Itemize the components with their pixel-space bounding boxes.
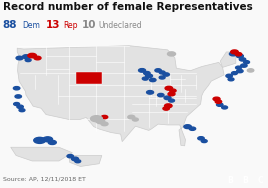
- Circle shape: [75, 160, 81, 163]
- Circle shape: [146, 74, 152, 78]
- Text: 13: 13: [46, 20, 61, 30]
- Circle shape: [163, 73, 169, 76]
- Text: B: B: [242, 176, 248, 184]
- Text: 10: 10: [81, 20, 96, 30]
- Text: Dem: Dem: [22, 21, 40, 30]
- Circle shape: [23, 55, 30, 59]
- Text: Record number of female Representatives: Record number of female Representatives: [3, 2, 252, 12]
- Text: 88: 88: [3, 20, 17, 30]
- Circle shape: [34, 137, 46, 143]
- Text: Undeclared: Undeclared: [99, 21, 142, 30]
- Circle shape: [165, 104, 172, 108]
- Circle shape: [201, 139, 207, 143]
- Circle shape: [244, 61, 250, 64]
- Circle shape: [164, 96, 171, 100]
- Circle shape: [16, 56, 23, 60]
- Circle shape: [34, 56, 41, 60]
- Polygon shape: [17, 46, 224, 146]
- Text: Rep: Rep: [63, 21, 78, 30]
- Circle shape: [101, 115, 108, 119]
- Circle shape: [235, 52, 242, 56]
- Circle shape: [147, 91, 154, 94]
- Circle shape: [155, 69, 161, 72]
- Circle shape: [72, 157, 79, 161]
- Circle shape: [189, 127, 196, 130]
- Circle shape: [96, 119, 105, 124]
- Circle shape: [169, 99, 174, 102]
- Circle shape: [17, 105, 23, 108]
- Circle shape: [236, 66, 241, 69]
- Circle shape: [144, 71, 150, 75]
- Circle shape: [215, 100, 222, 103]
- Circle shape: [159, 76, 165, 79]
- Circle shape: [43, 137, 53, 142]
- Circle shape: [226, 74, 232, 77]
- Circle shape: [158, 93, 164, 97]
- Circle shape: [222, 106, 228, 109]
- Circle shape: [213, 97, 220, 101]
- Circle shape: [159, 71, 165, 74]
- Circle shape: [184, 125, 191, 129]
- Circle shape: [228, 78, 234, 81]
- Circle shape: [48, 140, 56, 145]
- Circle shape: [231, 50, 238, 54]
- Circle shape: [198, 137, 204, 140]
- Polygon shape: [11, 147, 72, 161]
- Circle shape: [128, 115, 135, 119]
- Circle shape: [142, 77, 148, 80]
- Circle shape: [229, 52, 237, 56]
- Circle shape: [139, 69, 146, 72]
- Circle shape: [241, 64, 247, 67]
- Circle shape: [28, 53, 36, 58]
- Circle shape: [67, 155, 73, 158]
- Circle shape: [170, 89, 176, 92]
- Circle shape: [150, 78, 156, 82]
- Circle shape: [163, 107, 169, 110]
- Circle shape: [14, 102, 20, 105]
- Circle shape: [15, 95, 21, 98]
- Circle shape: [217, 103, 223, 106]
- Polygon shape: [220, 52, 236, 67]
- Text: C: C: [257, 176, 263, 184]
- Circle shape: [13, 87, 20, 90]
- Circle shape: [168, 52, 176, 56]
- Circle shape: [247, 69, 254, 72]
- Polygon shape: [70, 155, 102, 166]
- Text: Source: AP, 12/11/2018 ET: Source: AP, 12/11/2018 ET: [3, 176, 85, 181]
- Circle shape: [19, 109, 25, 112]
- Text: B: B: [228, 176, 233, 184]
- Circle shape: [101, 122, 108, 126]
- Circle shape: [232, 72, 237, 75]
- Circle shape: [236, 54, 243, 58]
- Circle shape: [91, 116, 102, 122]
- Circle shape: [165, 86, 173, 90]
- Circle shape: [168, 92, 175, 96]
- Circle shape: [132, 118, 138, 121]
- Circle shape: [237, 69, 243, 73]
- Circle shape: [239, 58, 246, 61]
- Circle shape: [25, 59, 31, 62]
- Bar: [76, 72, 102, 84]
